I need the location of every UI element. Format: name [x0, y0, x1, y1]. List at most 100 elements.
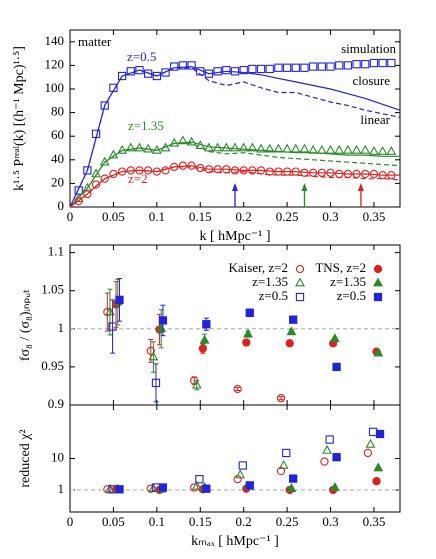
- x-tick-label: 0.15: [189, 209, 212, 224]
- legend-label: Kaiser, z=2: [228, 260, 288, 275]
- data-point: [264, 143, 275, 153]
- data-point: [134, 142, 145, 152]
- annotation: z=1.35: [128, 118, 164, 133]
- y-tick-label: 60: [51, 127, 64, 142]
- data-point: [329, 333, 340, 343]
- data-point: [276, 393, 286, 403]
- data-point: [170, 62, 179, 71]
- data-point: [343, 61, 353, 70]
- data-point: [243, 328, 253, 338]
- data-line: [69, 142, 401, 208]
- data-point: [158, 483, 168, 492]
- data-point: [290, 143, 301, 153]
- x-axis-title: kₘₐₓ [ hMpc⁻¹ ]: [191, 534, 279, 549]
- data-point: [375, 429, 385, 439]
- data-point: [282, 448, 291, 458]
- arrow-head: [357, 183, 364, 191]
- data-point: [369, 146, 379, 155]
- y-tick-label: 0.95: [41, 358, 64, 373]
- data-point: [316, 144, 327, 154]
- data-point: [152, 71, 161, 81]
- annotation: z=2: [128, 171, 148, 186]
- data-point: [274, 63, 283, 72]
- legend-marker: [373, 277, 383, 287]
- data-point: [308, 144, 319, 154]
- y-tick-label: 1: [58, 320, 65, 335]
- data-point: [221, 142, 232, 152]
- x-tick-label: 0.1: [149, 514, 165, 529]
- data-point: [320, 457, 329, 466]
- data-point: [158, 316, 168, 325]
- data-point: [332, 362, 341, 372]
- data-point: [238, 142, 249, 152]
- y-tick-label: 0: [58, 198, 65, 213]
- annotation: z=0.5: [127, 49, 156, 64]
- data-point: [239, 65, 248, 75]
- y-tick-label: 40: [51, 151, 64, 166]
- data-point: [91, 180, 101, 189]
- x-tick-label: 0.2: [236, 514, 252, 529]
- data-point: [213, 67, 222, 76]
- arrow-head: [301, 183, 308, 191]
- data-point: [361, 60, 370, 69]
- data-point: [386, 146, 397, 155]
- y-axis-title: fσ₈ / (σ₈)ᵢₙₚᵤₜ: [18, 289, 33, 361]
- legend-label: z=0.5: [337, 288, 366, 303]
- data-point: [289, 474, 298, 483]
- data-point: [377, 146, 388, 155]
- data-line: [69, 67, 401, 208]
- data-point: [365, 438, 376, 448]
- data-point: [135, 65, 144, 75]
- legend-label: z=1.35: [252, 274, 288, 289]
- data-point: [363, 448, 373, 458]
- data-point: [289, 315, 298, 324]
- data-point: [99, 156, 110, 166]
- data-point: [191, 480, 202, 490]
- data-point: [265, 64, 274, 74]
- x-tick-label: 0.05: [102, 209, 125, 224]
- data-point: [103, 485, 112, 494]
- data-point: [299, 143, 310, 153]
- plot-frame: [69, 404, 401, 513]
- annotation: linear: [360, 112, 390, 127]
- data-point: [373, 462, 384, 472]
- legend-label: z=0.5: [259, 288, 288, 303]
- data-point: [373, 347, 384, 357]
- data-point: [74, 196, 83, 206]
- data-point: [169, 137, 180, 147]
- y-tick-label: 1.1: [48, 244, 64, 259]
- data-point: [351, 144, 362, 154]
- data-point: [282, 63, 292, 72]
- data-point: [360, 144, 371, 154]
- data-point: [291, 63, 300, 72]
- data-point: [233, 384, 242, 394]
- data-point: [276, 466, 286, 476]
- data-point: [247, 142, 258, 152]
- data-point: [335, 61, 344, 70]
- data-point: [115, 485, 124, 494]
- data-point: [286, 326, 297, 336]
- data-point: [334, 144, 345, 154]
- data-point: [256, 64, 266, 74]
- legend-label: TNS, z=2: [315, 260, 366, 275]
- x-tick-label: 0.35: [363, 514, 386, 529]
- data-point: [190, 483, 199, 492]
- data-point: [329, 481, 340, 491]
- data-point: [245, 481, 254, 490]
- y-tick-label: 80: [51, 104, 64, 119]
- x-tick-label: 0: [67, 209, 74, 224]
- legend-marker: [295, 292, 305, 302]
- data-point: [256, 143, 266, 153]
- y-tick-label: 100: [45, 80, 65, 95]
- arrow-head: [232, 183, 238, 191]
- annotation: simulation: [341, 41, 396, 56]
- x-tick-label: 0.1: [149, 209, 165, 224]
- data-point: [178, 61, 188, 70]
- data-point: [342, 144, 353, 154]
- y-tick-label: 120: [45, 56, 65, 71]
- plot-frame: [69, 29, 401, 208]
- y-tick-label: 1: [58, 481, 65, 496]
- annotation: matter: [78, 34, 112, 49]
- data-point: [317, 62, 326, 71]
